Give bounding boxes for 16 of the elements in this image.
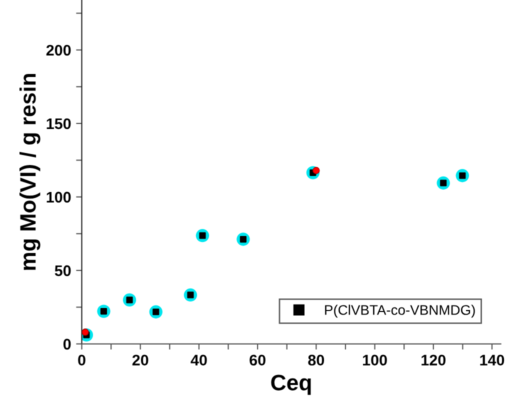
y-tick-label: 150 xyxy=(46,118,71,130)
x-tick-label: 0 xyxy=(78,354,86,366)
x-tick-label: 120 xyxy=(422,354,446,366)
y-axis-title: mg Mo(VI) / g resin xyxy=(19,74,40,270)
y-tick-label: 100 xyxy=(46,192,71,203)
y-tick-label: 200 xyxy=(46,44,71,56)
legend-label: P(ClVBTA-co-VBNMDG) xyxy=(325,304,475,318)
x-tick-label: 40 xyxy=(190,354,207,366)
x-tick-label: 100 xyxy=(363,354,387,366)
x-tick-label: 140 xyxy=(480,354,504,366)
y-tick-label: 0 xyxy=(63,338,71,350)
y-tick-label: 50 xyxy=(54,265,71,276)
x-tick-label: 60 xyxy=(250,354,266,366)
x-tick-label: 20 xyxy=(132,354,148,366)
x-tick-label: 80 xyxy=(308,354,324,366)
x-axis-title: Ceq xyxy=(271,374,311,395)
